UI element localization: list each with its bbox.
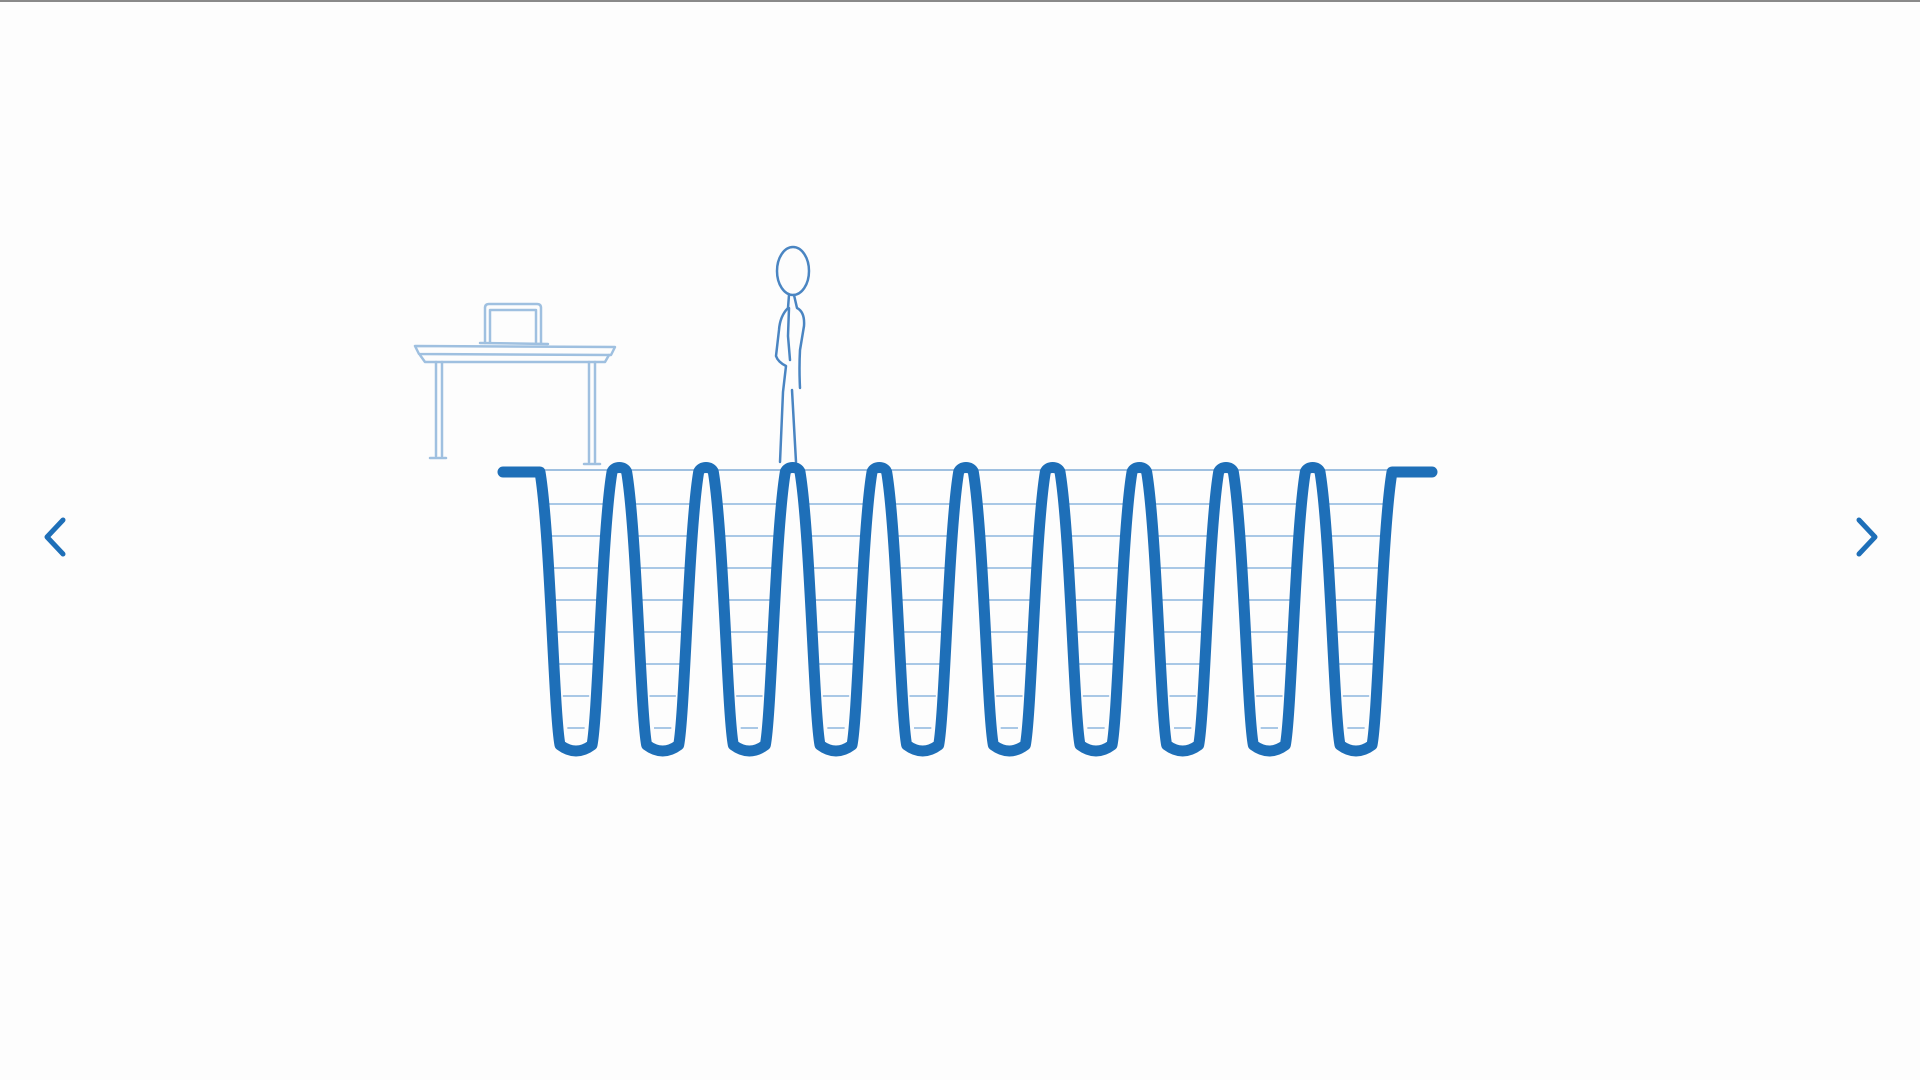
laptop-drawing xyxy=(478,302,550,346)
chevron-right-icon xyxy=(1856,517,1878,557)
chevron-left-icon xyxy=(44,517,66,557)
desk-drawing xyxy=(413,344,617,466)
slide-top-border xyxy=(0,0,1920,2)
pits-outline xyxy=(497,462,1438,757)
next-slide-button[interactable] xyxy=(1838,497,1898,577)
pit-rungs xyxy=(548,503,1384,729)
previous-slide-button[interactable] xyxy=(24,497,84,577)
stick-figure xyxy=(774,245,811,464)
